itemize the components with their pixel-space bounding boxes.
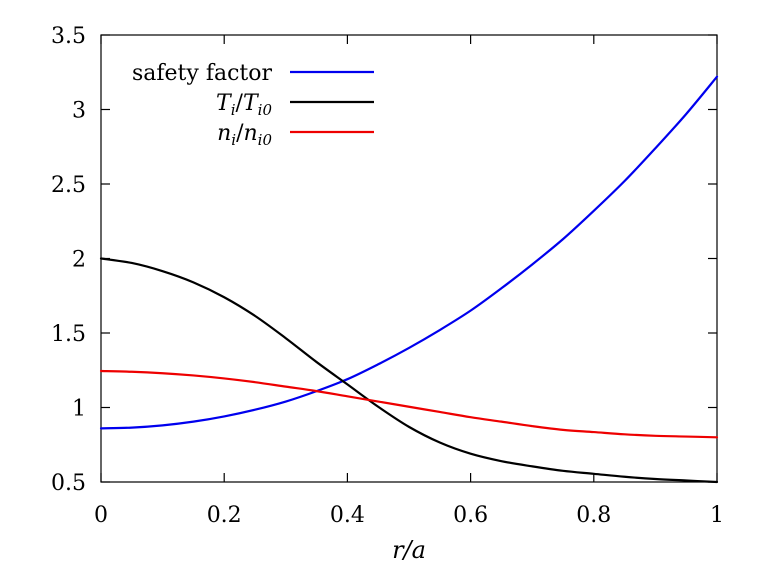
legend-ti-sub2: i0 bbox=[258, 101, 273, 119]
legend-label-ti: Ti/Ti0 bbox=[216, 91, 272, 119]
y-tick-label: 2.5 bbox=[51, 173, 86, 198]
y-tick-label: 2 bbox=[72, 248, 86, 273]
x-tick-label: 1 bbox=[710, 503, 724, 528]
series-line-ti bbox=[99, 257, 719, 484]
legend-ti-sub: i bbox=[231, 101, 236, 119]
y-tick-label: 0.5 bbox=[51, 471, 86, 496]
x-tick-label: 0.4 bbox=[330, 503, 365, 528]
y-tick-label: 1.5 bbox=[51, 322, 86, 347]
series-line-safety-factor bbox=[99, 75, 719, 430]
tick-labels: 0 0.2 0.4 0.6 0.8 1 0.5 1 1.5 2 2.5 3 3.5 bbox=[51, 24, 724, 528]
plot-frame bbox=[100, 34, 718, 483]
series-lines bbox=[99, 75, 719, 484]
legend-ni-sub2: i0 bbox=[258, 131, 273, 149]
legend-ni-main2: n bbox=[243, 121, 257, 146]
legend-label-ni: ni/ni0 bbox=[217, 121, 272, 149]
legend: safety factor Ti/Ti0 ni/ni0 bbox=[132, 61, 374, 149]
legend-ti-slash: / bbox=[236, 91, 244, 116]
x-tick-label: 0 bbox=[94, 503, 108, 528]
x-axis-title: r/a bbox=[392, 536, 426, 564]
legend-ni-sub: i bbox=[231, 131, 236, 149]
legend-label-safety-factor: safety factor bbox=[132, 61, 272, 86]
y-tick-label: 1 bbox=[72, 397, 86, 422]
legend-ti-main: T bbox=[216, 91, 233, 116]
legend-ni-main: n bbox=[217, 121, 231, 146]
series-line-ni bbox=[99, 369, 719, 439]
x-tick-label: 0.8 bbox=[576, 503, 611, 528]
legend-ti-main2: T bbox=[243, 91, 260, 116]
axis-ticks bbox=[100, 34, 718, 483]
y-tick-label: 3 bbox=[72, 99, 86, 124]
y-tick-label: 3.5 bbox=[51, 24, 86, 49]
x-tick-label: 0.2 bbox=[207, 503, 242, 528]
x-tick-label: 0.6 bbox=[453, 503, 488, 528]
legend-ni-slash: / bbox=[236, 121, 244, 146]
